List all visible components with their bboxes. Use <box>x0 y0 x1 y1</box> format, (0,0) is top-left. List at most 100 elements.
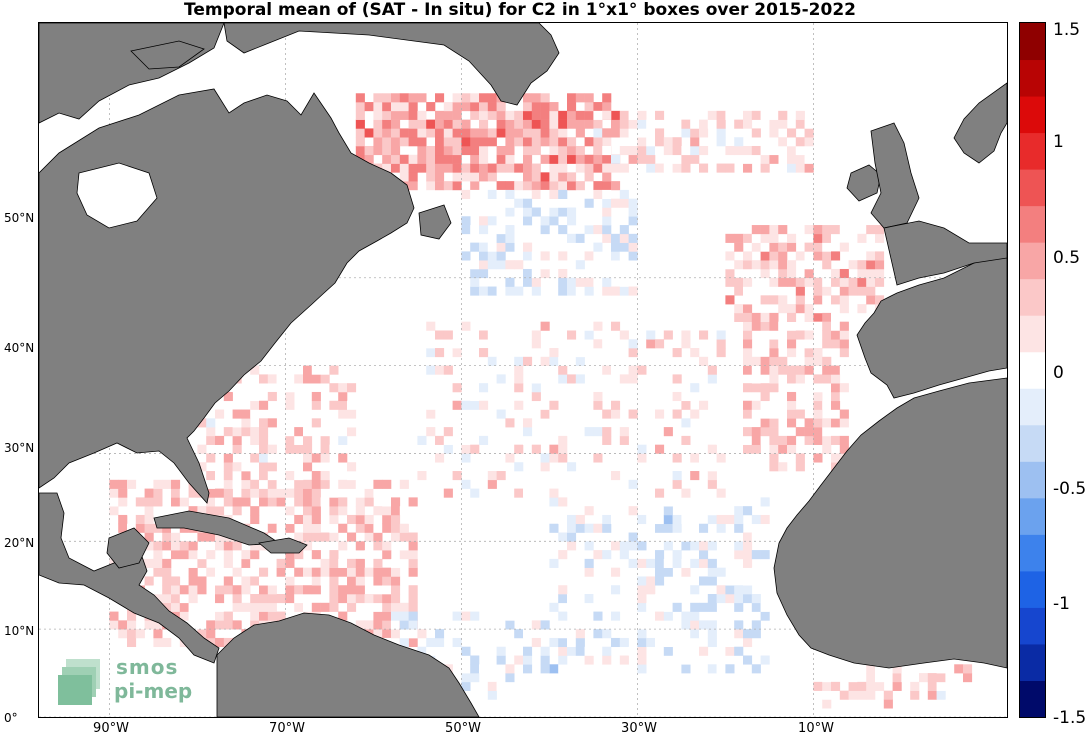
difference-cell <box>558 550 568 560</box>
difference-cell <box>250 391 260 402</box>
colorbar-segment <box>1020 278 1045 316</box>
difference-cell <box>549 558 559 568</box>
difference-cell <box>769 462 779 472</box>
difference-cell <box>602 646 612 656</box>
difference-cell <box>426 427 436 437</box>
difference-cell <box>514 137 524 147</box>
difference-cell <box>619 225 629 235</box>
lat-tick-label: 30°N <box>4 441 35 455</box>
difference-cell <box>619 339 629 349</box>
difference-cell <box>223 391 233 402</box>
difference-cell <box>109 506 119 516</box>
difference-cell <box>945 673 955 683</box>
difference-cell <box>690 541 700 551</box>
difference-cell <box>839 268 849 279</box>
difference-cell <box>531 620 541 630</box>
logo-text-smos: smos <box>116 655 179 679</box>
difference-cell <box>804 154 814 164</box>
great-britain-land <box>870 122 920 229</box>
difference-cell <box>795 110 805 120</box>
difference-cell <box>479 330 489 340</box>
difference-cell <box>223 637 233 648</box>
difference-cell <box>540 189 550 199</box>
difference-cell <box>417 145 427 156</box>
difference-cell <box>223 444 233 454</box>
difference-cell <box>232 471 242 481</box>
difference-cell <box>839 435 849 445</box>
difference-cell <box>963 664 973 674</box>
difference-cell <box>461 216 471 226</box>
difference-cell <box>523 145 533 156</box>
difference-cell <box>778 137 788 147</box>
difference-cell <box>470 655 480 665</box>
difference-cell <box>391 620 401 630</box>
difference-cell <box>558 514 568 525</box>
difference-cell <box>391 145 401 156</box>
difference-cell <box>391 154 401 164</box>
difference-cell <box>672 479 682 489</box>
difference-cell <box>179 541 189 551</box>
lat-tick-label: 0° <box>4 711 18 725</box>
difference-cell <box>602 514 612 525</box>
difference-cell <box>285 391 295 402</box>
difference-cell <box>716 514 726 525</box>
difference-cell <box>250 453 260 463</box>
difference-cell <box>514 216 524 226</box>
difference-cell <box>171 550 181 560</box>
difference-cell <box>382 110 392 120</box>
difference-cell <box>294 374 304 384</box>
difference-cell <box>523 435 533 445</box>
difference-cell <box>619 233 629 243</box>
difference-cell <box>584 558 594 568</box>
difference-cell <box>954 664 964 674</box>
difference-cell <box>347 594 357 604</box>
difference-cell <box>179 497 189 507</box>
difference-cell <box>681 400 691 410</box>
difference-cell <box>575 268 585 279</box>
difference-cell <box>699 374 709 384</box>
difference-cell <box>523 427 533 437</box>
difference-cell <box>355 145 365 156</box>
difference-cell <box>250 558 260 568</box>
difference-cell <box>813 383 823 393</box>
difference-cell <box>523 277 533 287</box>
difference-cell <box>267 594 277 604</box>
difference-cell <box>787 163 797 173</box>
difference-cell <box>127 611 137 621</box>
difference-cell <box>241 488 251 498</box>
difference-cell <box>822 418 832 428</box>
difference-cell <box>540 321 550 331</box>
difference-cell <box>619 637 629 648</box>
difference-cell <box>496 681 506 691</box>
difference-cell <box>267 391 277 402</box>
difference-cell <box>567 102 577 112</box>
difference-cell <box>347 585 357 595</box>
difference-cell <box>699 629 709 639</box>
difference-cell <box>514 128 524 138</box>
difference-cell <box>470 128 480 138</box>
difference-cell <box>496 374 506 384</box>
difference-cell <box>549 119 559 129</box>
difference-cell <box>347 602 357 612</box>
difference-cell <box>338 383 348 393</box>
difference-cell <box>443 128 453 138</box>
difference-cell <box>778 365 788 375</box>
lat-tick-label: 20°N <box>4 536 35 550</box>
difference-cell <box>276 488 286 498</box>
difference-cell <box>531 172 541 182</box>
difference-cell <box>443 181 453 191</box>
difference-cell <box>593 523 603 533</box>
colorbar-label: 1.5 <box>1053 20 1081 40</box>
difference-cell <box>663 646 673 656</box>
difference-cell <box>743 637 753 648</box>
difference-cell <box>144 558 154 568</box>
difference-cell <box>795 330 805 340</box>
difference-cell <box>593 181 603 191</box>
difference-cell <box>549 181 559 191</box>
difference-cell <box>505 128 515 138</box>
difference-cell <box>470 611 480 621</box>
colorbar <box>1019 22 1046 718</box>
difference-cell <box>267 497 277 507</box>
difference-cell <box>637 453 647 463</box>
difference-cell <box>523 110 533 120</box>
